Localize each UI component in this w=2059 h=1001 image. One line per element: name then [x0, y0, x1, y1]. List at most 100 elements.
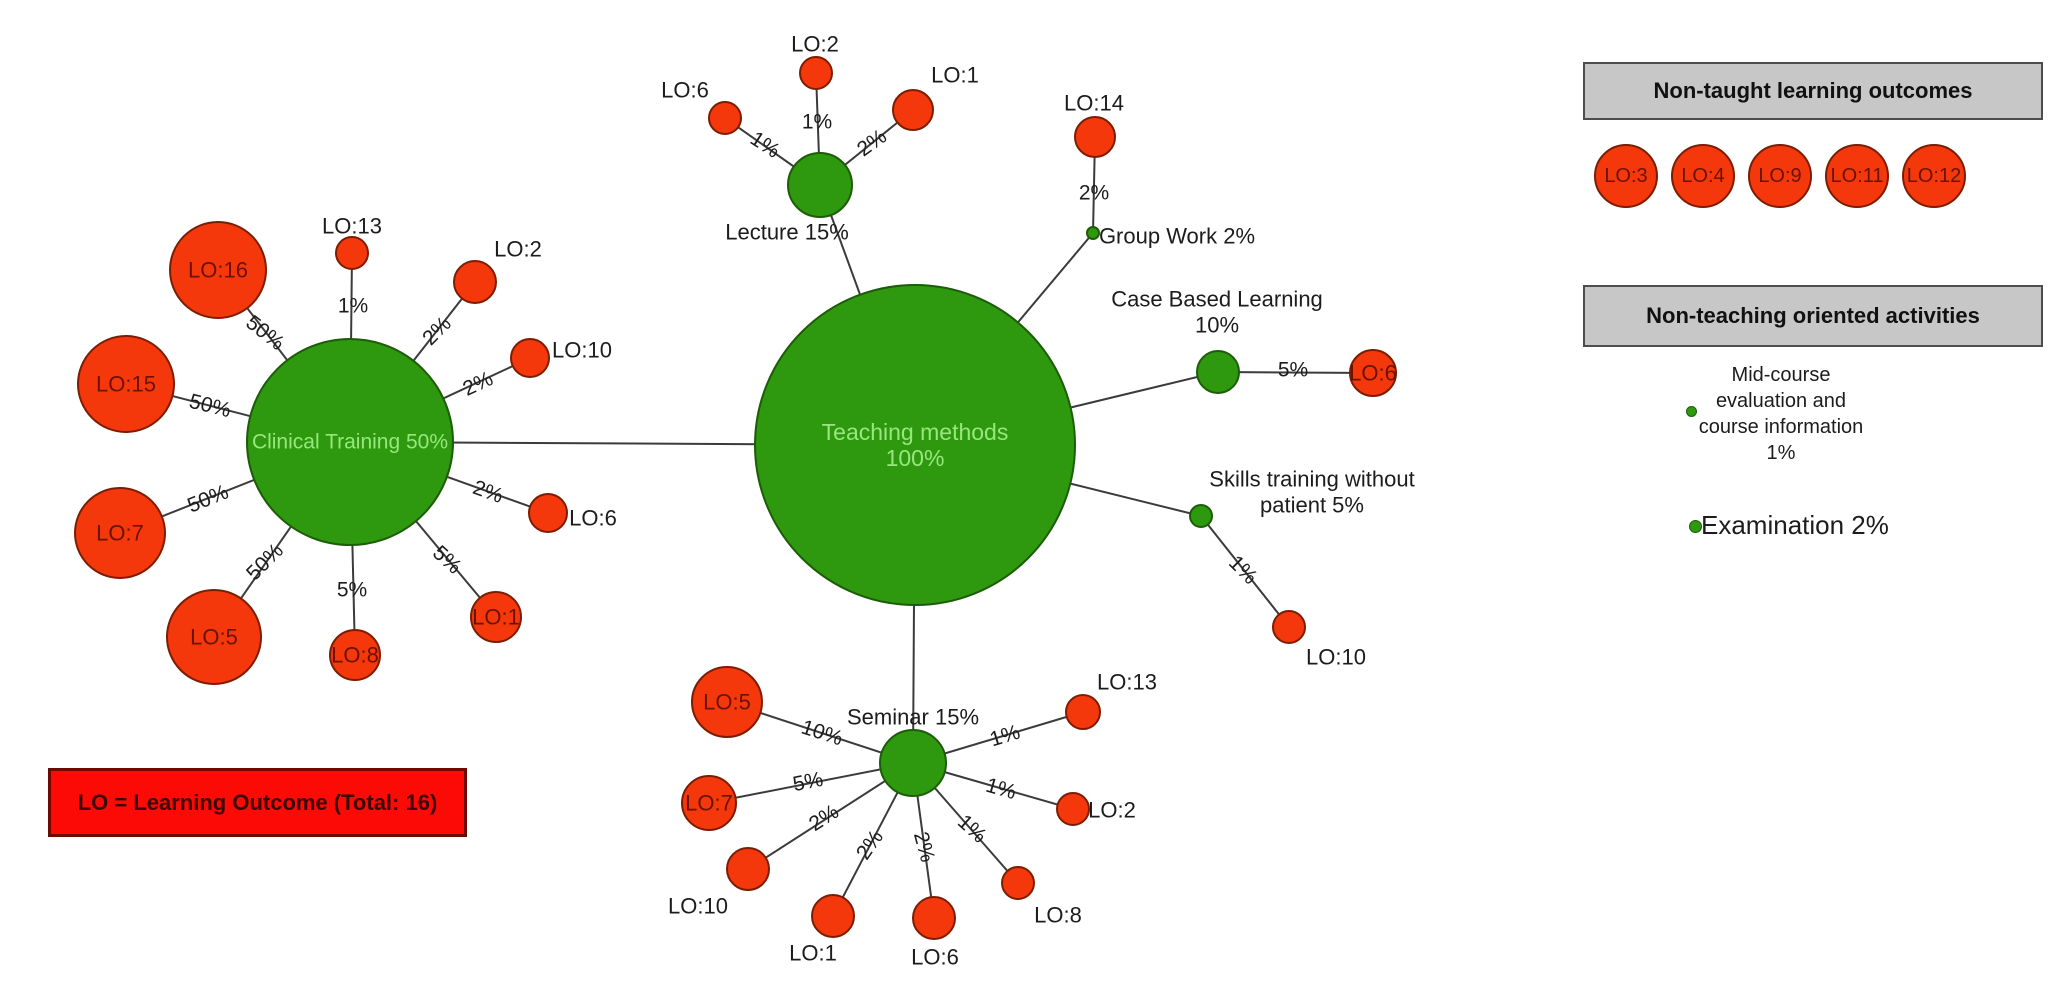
- node-sem_lo2: [1056, 792, 1090, 826]
- edge-label-lecture-lec_lo2: 1%: [802, 111, 832, 134]
- non-taught-outcome-circle: LO:9: [1748, 144, 1812, 208]
- node-label-lo7: LO:7: [96, 521, 144, 546]
- node-label-cbl: 10%: [1195, 313, 1239, 338]
- edge-label-lecture-lec_lo1: 2%: [853, 125, 891, 161]
- non-taught-outcome-circle: LO:12: [1902, 144, 1966, 208]
- node-sem_lo1: [811, 894, 855, 938]
- non-taught-outcome-circle: LO:3: [1594, 144, 1658, 208]
- node-label-lec_lo6: LO:6: [661, 78, 709, 103]
- edge-label-ct-ct_lo10: 2%: [459, 367, 496, 401]
- edge-label-ct-lo8: 5%: [337, 579, 367, 602]
- node-sem_lo13: [1065, 694, 1101, 730]
- node-label-sem_lo13: LO:13: [1097, 670, 1157, 695]
- node-lo8: [329, 629, 381, 681]
- node-label-sem_lo8: LO:8: [1034, 903, 1082, 928]
- node-ct_lo13: [335, 236, 369, 270]
- node-label-ct_lo13: LO:13: [322, 214, 382, 239]
- edge-label-seminar-sem_lo1: 2%: [852, 826, 888, 864]
- node-label-skills: patient 5%: [1260, 493, 1364, 518]
- node-label-sem_lo5: LO:5: [703, 690, 751, 715]
- node-label-lo5: LO:5: [190, 625, 238, 650]
- node-label-sem_lo1: LO:1: [789, 941, 837, 966]
- edge-label-seminar-sem_lo7: 5%: [791, 768, 825, 796]
- edge-label-lecture-lec_lo6: 1%: [746, 127, 784, 163]
- node-sem_lo6: [912, 896, 956, 940]
- node-lo1: [470, 591, 522, 643]
- node-label-lo16: LO:16: [188, 258, 248, 283]
- node-lo5: [166, 589, 262, 685]
- non-taught-title: Non-taught learning outcomes: [1653, 78, 1973, 103]
- node-label-lec_lo2: LO:2: [791, 32, 839, 57]
- node-label-ct_lo6: LO:6: [569, 506, 617, 531]
- mid-course-dot: [1686, 406, 1697, 417]
- edge-skills-skills_lo10: [1200, 515, 1290, 628]
- edge-seminar-sem_lo7: [708, 762, 914, 804]
- node-cbl_lo6: [1349, 349, 1397, 397]
- edge-label-seminar-sem_lo5: 10%: [798, 716, 845, 751]
- node-label-sem_lo6: LO:6: [911, 945, 959, 970]
- non-taught-outcomes-row: LO:3 LO:4 LO:9 LO:11 LO:12: [1594, 144, 1966, 208]
- edge-label-gw-lo14: 2%: [1079, 182, 1109, 205]
- edge-label-ct-lo7: 50%: [184, 480, 232, 517]
- node-label-tm: Teaching methods: [822, 419, 1009, 445]
- node-lec_lo2: [799, 56, 833, 90]
- node-lec_lo1: [892, 89, 934, 131]
- node-lo7: [74, 487, 166, 579]
- node-sem_lo8: [1001, 866, 1035, 900]
- mid-course-activity-label: Mid-course evaluation and course informa…: [1698, 364, 1864, 464]
- node-ct_lo2: [453, 260, 497, 304]
- edge-label-seminar-sem_lo13: 1%: [987, 721, 1023, 752]
- node-label-cbl: Case Based Learning: [1111, 287, 1323, 312]
- node-lec_lo6: [708, 101, 742, 135]
- node-label-ct_lo10: LO:10: [552, 338, 612, 363]
- non-teaching-title: Non-teaching oriented activities: [1646, 303, 1980, 328]
- node-label-sem_lo7: LO:7: [685, 791, 733, 816]
- non-taught-header: Non-taught learning outcomes: [1583, 62, 2043, 120]
- legend-label: LO = Learning Outcome (Total: 16): [77, 789, 438, 815]
- edge-label-ct-lo15: 50%: [187, 390, 233, 422]
- node-label-sem_lo2: LO:2: [1088, 798, 1136, 823]
- node-skills: [1189, 504, 1213, 528]
- edge-label-seminar-sem_lo2: 1%: [983, 774, 1019, 804]
- non-taught-outcome-circle: LO:4: [1671, 144, 1735, 208]
- edge-cbl-cbl_lo6: [1217, 371, 1374, 374]
- node-label-ct: Clinical Training 50%: [252, 431, 448, 454]
- edge-label-ct-ct_lo2: 2%: [418, 312, 456, 350]
- node-skills_lo10: [1272, 610, 1306, 644]
- node-label-lo15: LO:15: [96, 372, 156, 397]
- node-lo15: [77, 335, 175, 433]
- node-label-sem_lo10: LO:10: [668, 894, 728, 919]
- edge-label-ct-lo5: 50%: [242, 539, 288, 585]
- node-gw: [1086, 226, 1100, 240]
- legend-box: LO = Learning Outcome (Total: 16): [48, 768, 467, 837]
- node-label-lo1: LO:1: [472, 605, 520, 630]
- node-seminar: [879, 729, 947, 797]
- node-label-lo8: LO:8: [331, 643, 379, 668]
- node-ct_lo6: [528, 493, 568, 533]
- node-label-tm: 100%: [886, 445, 945, 471]
- node-sem_lo7: [681, 775, 737, 831]
- node-label-lecture: Lecture 15%: [725, 220, 849, 245]
- node-cbl: [1196, 350, 1240, 394]
- node-lo14: [1074, 116, 1116, 158]
- node-label-skills_lo10: LO:10: [1306, 645, 1366, 670]
- non-taught-outcome-circle: LO:11: [1825, 144, 1889, 208]
- node-sem_lo5: [691, 666, 763, 738]
- edge-label-seminar-sem_lo10: 2%: [805, 800, 843, 836]
- node-label-seminar: Seminar 15%: [847, 705, 979, 730]
- node-ct: [246, 338, 454, 546]
- edge-label-seminar-sem_lo6: 2%: [909, 829, 939, 864]
- node-label-ct_lo2: LO:2: [494, 237, 542, 262]
- node-lo16: [169, 221, 267, 319]
- node-label-cbl_lo6: LO:6: [1349, 361, 1397, 386]
- node-lecture: [787, 152, 853, 218]
- node-label-skills: Skills training without: [1209, 467, 1414, 492]
- edge-label-cbl-cbl_lo6: 5%: [1278, 359, 1308, 382]
- edge-label-ct-ct_lo13: 1%: [338, 295, 368, 318]
- node-label-lec_lo1: LO:1: [931, 63, 979, 88]
- non-teaching-header: Non-teaching oriented activities: [1583, 285, 2043, 347]
- edge-label-skills-skills_lo10: 1%: [1224, 551, 1262, 589]
- node-tm: [754, 284, 1076, 606]
